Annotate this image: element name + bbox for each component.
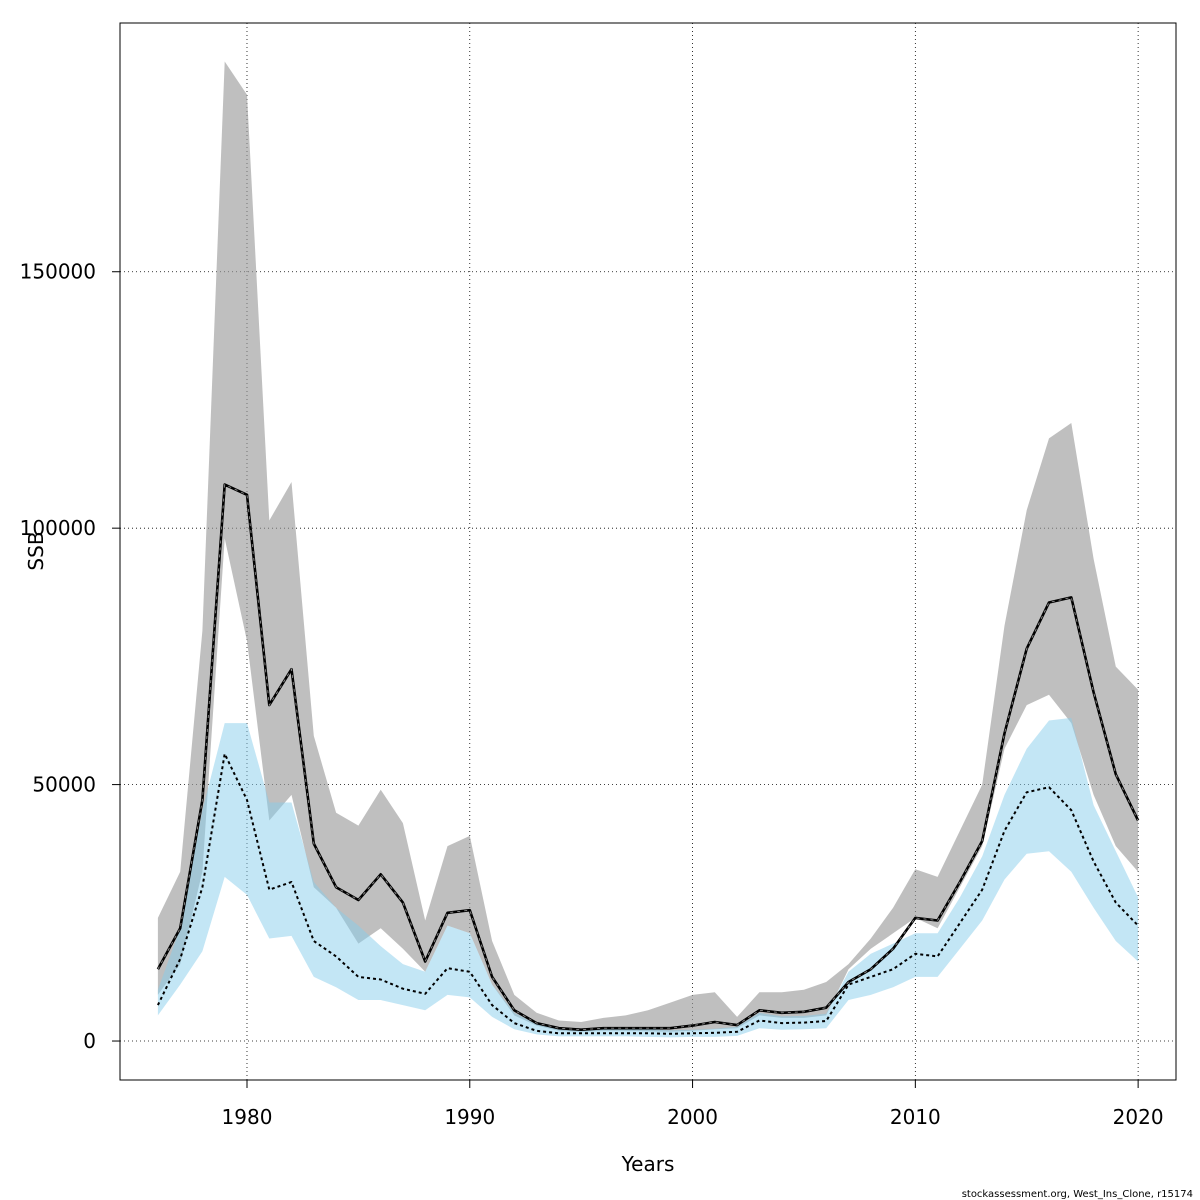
series-line-2 [156,752,1139,1035]
confidence-band-2 [157,717,1139,1038]
y-axis-title: SSB [24,531,48,570]
footer-source: stockassessment.org, West_Ins_Clone, r15… [962,1189,1193,1200]
series-lines [156,483,1140,1035]
x-tick-label: 2010 [890,1105,941,1129]
y-tick-label: 100000 [20,516,96,540]
x-axis-ticks: 1980 1990 2000 2010 2020 [222,1080,1164,1129]
y-tick-label: 150000 [20,260,96,284]
y-tick-label: 0 [83,1029,96,1053]
confidence-bands [157,61,1139,1038]
x-tick-label: 1990 [444,1105,495,1129]
y-axis-ticks: 0 50000 100000 150000 [20,260,120,1053]
y-tick-label: 50000 [32,773,96,797]
x-tick-label: 2000 [667,1105,718,1129]
x-tick-label: 2020 [1113,1105,1164,1129]
series-line-1-overlay [157,483,1139,1031]
x-axis-title: Years [621,1152,675,1176]
x-tick-label: 1980 [222,1105,273,1129]
plot-frame [119,22,1177,1081]
